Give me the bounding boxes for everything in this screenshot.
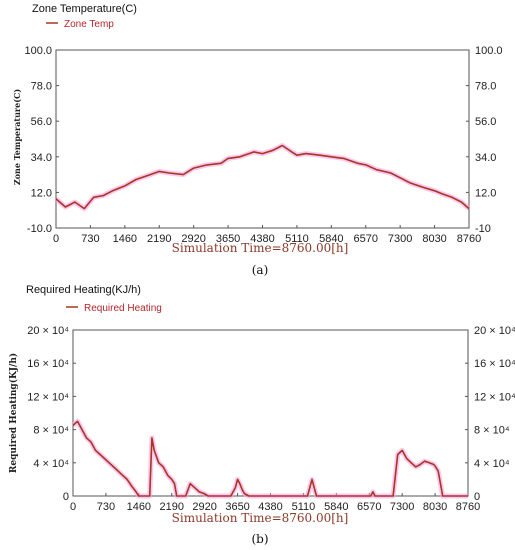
chart-a-x-tick-label: 8030 <box>422 233 446 245</box>
chart-b-x-tick-label: 5840 <box>324 501 348 513</box>
chart-b-series <box>71 418 468 499</box>
chart-b-x-tick-label: 1460 <box>127 501 151 513</box>
chart-b-x-tick-label: 730 <box>97 501 115 513</box>
chart-a-x-ticks: 0 730 1460 2190 2920 3650 4380 5110 5840 6570 7300… <box>53 225 481 245</box>
chart-a-y-tick-label-left: 56.0 <box>31 116 52 128</box>
chart-a-y-tick-label-left: 78.0 <box>31 81 52 93</box>
chart-a-x-tick-label: 2190 <box>147 233 171 245</box>
chart-b-y-tick-label-left: 8 × 10⁴ <box>33 425 69 437</box>
chart-b-x-tick-label: 8760 <box>456 501 480 513</box>
chart-a-x-tick-label: 730 <box>81 233 99 245</box>
chart-a-x-tick-label: 0 <box>53 233 59 245</box>
chart-a-x-tick-label: 3650 <box>216 233 240 245</box>
chart-a-y-tick-label-right: 34.0 <box>475 152 496 164</box>
chart-b-y-tick-label-right: 4 × 10⁴ <box>474 458 510 470</box>
chart-a-x-tick-label: 7300 <box>388 233 412 245</box>
chart-a-y-tick-label-right: 78.0 <box>475 81 496 93</box>
chart-b-x-tick-label: 2920 <box>192 501 216 513</box>
chart-b-title: Required Heating(KJ/h) <box>26 284 141 296</box>
chart-b-series-line <box>72 420 468 497</box>
chart-a-x-tick-label: 1460 <box>113 233 137 245</box>
chart-a-legend-label: Zone Temp <box>64 19 114 30</box>
chart-a-y-tick-label-right: 56.0 <box>475 116 496 128</box>
chart-a-x-tick-label: 5840 <box>319 233 343 245</box>
chart-b-y-tick-label-right: 12 × 10⁴ <box>474 391 515 403</box>
chart-a-x-tick-label: 6570 <box>354 233 378 245</box>
chart-b-legend-label: Required Heating <box>84 303 162 314</box>
chart-a-y-tick-label-left: -10.0 <box>27 223 52 235</box>
chart-a-x-tick-label: 8760 <box>457 233 481 245</box>
chart-b-frame <box>72 329 469 497</box>
chart-b-x-tick-label: 4380 <box>258 501 282 513</box>
chart-b-x-tick-label: 6570 <box>357 501 381 513</box>
chart-a-y-tick-label-left: 100.0 <box>24 45 52 57</box>
chart-b-x-tick-label: 0 <box>70 501 76 513</box>
chart-a-frame <box>55 49 470 229</box>
chart-a-series <box>54 143 471 212</box>
chart-b-y-ticks-right: 0 4 × 10⁴ 8 × 10⁴ 12 × 10⁴ 16 × 10⁴ 20 × 10⁴ <box>465 325 515 503</box>
chart-b-x-axis-label: Simulation Time=8760.00[h] <box>172 511 349 525</box>
chart-b-y-tick-label-right: 20 × 10⁴ <box>474 325 515 337</box>
chart-b-y-tick-label-right: 8 × 10⁴ <box>474 425 510 437</box>
chart-b-y-tick-label-right: 16 × 10⁴ <box>474 358 515 370</box>
chart-a-y-ticks-left: 100.0 78.0 56.0 34.0 12.0 -10.0 <box>24 45 59 235</box>
chart-a-y-ticks-right: 100.0 78.0 56.0 34.0 12.0 -10 <box>466 45 503 235</box>
chart-b-x-tick-label: 8030 <box>423 501 447 513</box>
chart-b-panel-label: (b) <box>251 532 268 546</box>
chart-b-x-ticks: 0 730 1460 2190 2920 3650 4380 5110 5840 6570 7300… <box>70 493 480 513</box>
chart-a-series-band <box>54 143 471 212</box>
chart-a-y-axis-label: Zone Temperature(C) <box>12 89 22 186</box>
chart-b-x-tick-label: 5110 <box>292 501 316 513</box>
chart-a-x-tick-label: 2920 <box>181 233 205 245</box>
chart-a-x-tick-label: 5110 <box>285 233 309 245</box>
chart-b-y-tick-label-left: 4 × 10⁴ <box>33 458 69 470</box>
chart-b-y-tick-label-left: 20 × 10⁴ <box>27 325 69 337</box>
chart-b-series-band <box>71 418 468 499</box>
chart-b-x-tick-label: 2190 <box>160 501 184 513</box>
chart-b-y-tick-label-left: 12 × 10⁴ <box>27 391 69 403</box>
chart-b-y-axis-label: Required Heating(KJ/h) <box>8 353 19 473</box>
chart-b: Required Heating(KJ/h) Required Heating … <box>8 284 515 546</box>
chart-b-y-tick-label-right: 0 <box>474 491 480 503</box>
chart-b-y-tick-label-left: 16 × 10⁴ <box>27 358 69 370</box>
chart-a-title: Zone Temperature(C) <box>32 3 137 15</box>
chart-b-y-ticks-left: 0 4 × 10⁴ 8 × 10⁴ 12 × 10⁴ 16 × 10⁴ 20 × 10⁴ <box>27 325 76 503</box>
chart-a: Zone Temperature(C) Zone Temp 100.0 78.0 5… <box>12 3 503 277</box>
chart-a-y-tick-label-right: -10 <box>475 223 491 235</box>
chart-a-panel-label: (a) <box>252 263 269 277</box>
chart-b-x-tick-label: 7300 <box>390 501 414 513</box>
chart-a-x-tick-label: 4380 <box>250 233 274 245</box>
chart-a-y-tick-label-right: 100.0 <box>475 45 503 57</box>
chart-a-y-tick-label-right: 12.0 <box>475 187 496 199</box>
chart-a-series-line <box>55 144 470 210</box>
chart-a-y-tick-label-left: 12.0 <box>31 187 52 199</box>
chart-b-x-tick-label: 3650 <box>225 501 249 513</box>
chart-a-y-tick-label-left: 34.0 <box>31 152 52 164</box>
chart-b-y-tick-label-left: 0 <box>63 491 69 503</box>
chart-a-x-axis-label: Simulation Time=8760.00[h] <box>172 241 349 255</box>
